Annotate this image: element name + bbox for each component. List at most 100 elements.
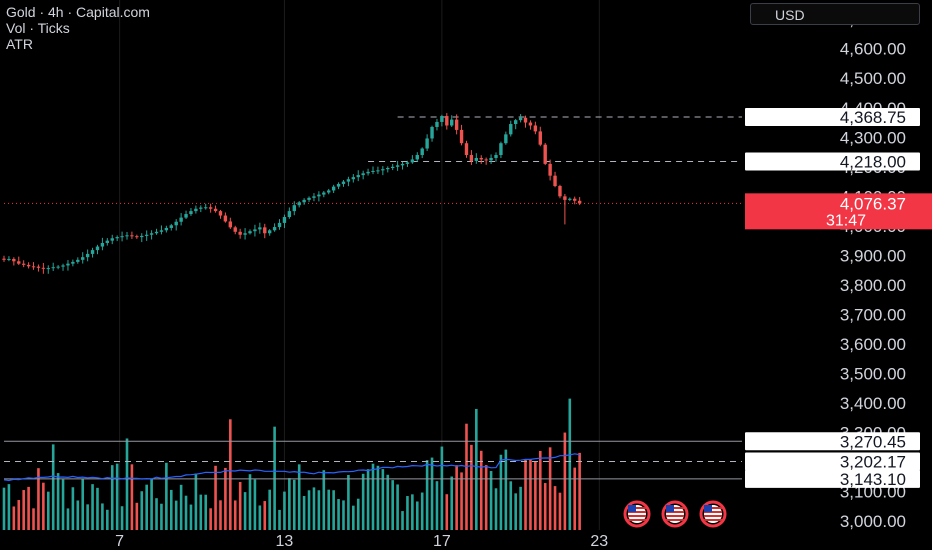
price-level-text: 4,218.00 [840,153,906,172]
candle-body [523,117,528,123]
volume-bar [425,460,429,530]
candle-body [533,125,538,132]
candle-body [85,253,90,258]
candle-body [12,258,16,262]
candle-body [2,258,6,260]
atr-indicator-label[interactable]: ATR [6,36,33,52]
candle-body [287,211,292,218]
candle-body [376,170,380,172]
candle-body [322,192,326,195]
volume-bar [145,484,148,530]
volume-bar [155,498,158,530]
candle-body [282,217,287,223]
price-tick-label: 3,600.00 [840,335,906,354]
volume-bar [391,480,394,530]
price-level-label [745,452,920,471]
volume-bars [2,398,581,530]
volume-bar [233,500,237,530]
price-tick-label: 3,900.00 [840,246,906,265]
volume-bar [361,473,365,530]
candle-body [125,235,129,237]
candle-body [331,186,336,191]
volume-bar [342,500,345,530]
volume-bar [440,446,444,530]
candle-body [509,124,513,135]
volume-bar [381,469,385,530]
price-tick-label: 3,800.00 [840,276,906,295]
candle-body [317,194,321,197]
volume-bar [406,496,409,530]
flag-canton [666,505,674,512]
candle-body [81,257,85,260]
candle-body [302,199,306,203]
us-flag-icon[interactable] [661,500,689,528]
candle-body [479,157,483,160]
candle-body [341,181,346,184]
volume-bar [302,495,306,530]
candle-body [76,259,80,262]
time-axis[interactable]: 7 13 17 23 [115,533,608,550]
symbol-title[interactable]: Gold · 4h · Capital.com [6,4,150,20]
candle-body [267,230,272,234]
candle-body [307,197,311,200]
current-price-label [745,193,932,230]
volume-bar [415,501,419,530]
volume-bar [140,491,144,530]
candle-body [154,231,159,234]
currency-button[interactable]: USD [750,3,920,25]
candle-body [430,126,434,139]
volume-bar [460,472,463,530]
candle-body [21,263,26,265]
candle-body [445,116,449,126]
volume-indicator-label[interactable]: Vol · Ticks [6,20,70,36]
economic-events[interactable] [623,500,727,528]
candle-body [450,119,454,126]
volume-bar [81,478,85,530]
volume-bar [529,459,532,530]
candle-body [573,198,577,201]
volume-bar [194,473,198,530]
price-level-label [745,469,920,488]
volume-bar [135,502,139,530]
price-level-text: 4,368.75 [840,108,906,127]
candle-body [390,166,395,169]
candle-body [140,235,144,238]
candle-body [410,159,415,163]
candle-body [499,143,503,156]
volume-bar [292,479,296,530]
candle-body [26,264,31,267]
volume-bar [32,508,35,530]
volume-bar [312,487,316,530]
flag-canton [628,505,636,512]
volume-bar [376,465,380,530]
us-flag-icon[interactable] [623,500,651,528]
us-flag-icon[interactable] [699,500,727,528]
volume-bar [465,423,468,530]
volume-bar [347,474,350,530]
volume-bar [430,457,434,530]
current-price-text: 4,076.37 [840,194,906,213]
volume-bar [165,462,168,530]
volume-bar [56,473,60,530]
candle-body [100,243,105,247]
candle-body [425,138,429,149]
volume-bar [504,449,508,530]
volume-bar [332,490,335,530]
candle-body [56,266,60,268]
candlesticks [2,113,582,274]
volume-bar [307,490,311,530]
candle-body [36,266,41,268]
candle-body [381,169,385,171]
price-tick-label: 3,000.00 [840,512,906,531]
price-level-label [745,432,920,451]
candle-body [371,170,375,172]
volume-bar [204,494,208,530]
candle-body [115,237,119,239]
volume-bar [484,465,488,530]
volume-bar [101,503,104,530]
flag-canton [704,505,712,512]
volume-bar [86,504,89,530]
candle-body [548,163,552,176]
